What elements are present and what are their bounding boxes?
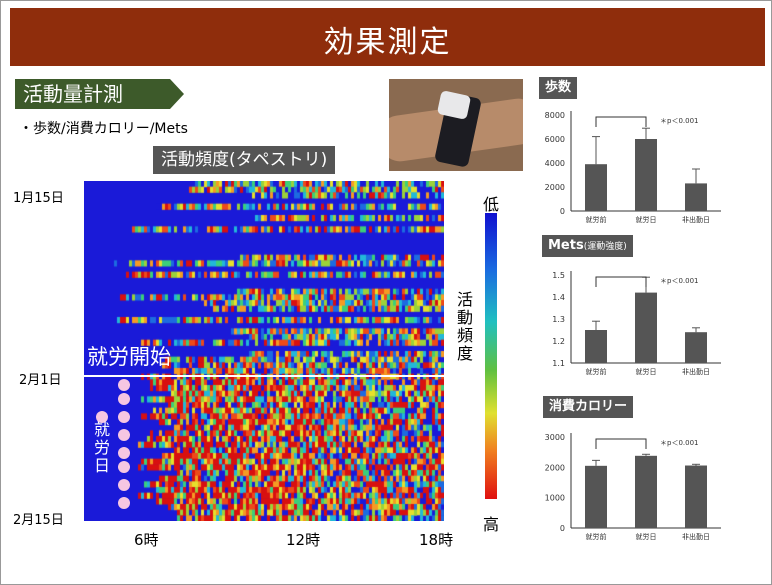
tick-label: 4000 <box>545 159 565 168</box>
y-label-feb1: 2月1日 <box>19 373 62 388</box>
start-divider <box>84 375 444 377</box>
tick-label: 1.2 <box>552 337 565 346</box>
steps-chart-title: 歩数 <box>539 77 578 99</box>
significance-bracket <box>595 276 647 287</box>
legend-low: 低 <box>483 195 500 214</box>
category-label: 非出勤日 <box>682 367 710 376</box>
slide-title: 効果測定 <box>323 25 452 60</box>
category-label: 就労日 <box>636 367 657 376</box>
bar <box>635 139 657 211</box>
bar <box>685 183 707 211</box>
work-day-marker <box>118 379 130 391</box>
work-day-marker <box>118 447 130 459</box>
work-day-marker <box>118 479 130 491</box>
tick-label: 1.4 <box>552 293 565 302</box>
category-label: 就労日 <box>636 215 657 224</box>
tick-label: 1000 <box>545 494 565 503</box>
tick-label: 1.3 <box>552 315 565 324</box>
tick-label: 2000 <box>545 463 565 472</box>
category-label: 就労前 <box>586 367 607 376</box>
calorie-bar-chart: 0 1000 2000 3000 就労前 就労日 非出勤日 ＊p＜0.001 <box>545 433 721 541</box>
work-start-label: 就労開始 <box>87 345 171 369</box>
work-day-marker <box>118 497 130 509</box>
tick-label: 6000 <box>545 135 565 144</box>
tick-label: 2000 <box>545 183 565 192</box>
mets-chart-title: Mets(運動強度) <box>542 235 633 257</box>
tick-label: 1.5 <box>552 271 565 280</box>
bar <box>685 465 707 528</box>
category-label: 就労前 <box>586 532 607 541</box>
significance-bracket <box>595 116 647 127</box>
category-label: 非出勤日 <box>682 215 710 224</box>
wristband-photo <box>389 79 523 171</box>
section-tag: 活動量計測 <box>15 79 184 109</box>
significance-bracket <box>595 438 647 449</box>
work-day-legend-dot <box>96 411 108 423</box>
work-day-marker <box>118 429 130 441</box>
mets-bar-chart: 1.1 1.2 1.3 1.4 1.5 就労前 就労日 非出勤日 ＊p＜0.001 <box>552 271 721 376</box>
x-label-18: 18時 <box>419 531 454 549</box>
work-day-marker <box>118 461 130 473</box>
x-label-6: 6時 <box>134 531 159 549</box>
bar <box>585 330 607 363</box>
bar <box>585 465 607 528</box>
x-label-12: 12時 <box>286 531 321 549</box>
legend-high: 高 <box>483 515 500 534</box>
significance-label: ＊p＜0.001 <box>660 277 698 285</box>
bar <box>635 292 657 363</box>
category-label: 就労日 <box>636 532 657 541</box>
activity-heatmap <box>84 181 444 521</box>
legend-title: 活動頻度 <box>456 290 473 363</box>
tick-label: 3000 <box>545 433 565 442</box>
title-bar: 効果測定 <box>10 8 765 66</box>
significance-label: ＊p＜0.001 <box>660 439 698 447</box>
bar <box>685 332 707 363</box>
bar <box>635 455 657 528</box>
tick-label: 0 <box>560 207 565 216</box>
work-day-marker <box>118 411 130 423</box>
work-day-label: 就労日 <box>93 420 110 475</box>
tick-label: 0 <box>560 524 565 533</box>
category-label: 就労前 <box>586 215 607 224</box>
y-label-jan15: 1月15日 <box>13 191 64 206</box>
bar <box>585 164 607 211</box>
steps-bar-chart: 0 2000 4000 6000 8000 就労前 就労日 非出勤日 ＊p＜0.001 <box>545 111 721 224</box>
tapestry-title: 活動頻度(タペストリ) <box>153 146 336 174</box>
y-label-feb15: 2月15日 <box>13 513 64 528</box>
measure-items: ・歩数/消費カロリー/Mets <box>19 121 188 137</box>
tick-label: 8000 <box>545 111 565 120</box>
calorie-chart-title: 消費カロリー <box>543 396 634 418</box>
category-label: 非出勤日 <box>682 532 710 541</box>
tick-label: 1.1 <box>552 359 565 368</box>
significance-label: ＊p＜0.001 <box>660 117 698 125</box>
color-scale <box>485 213 497 499</box>
work-day-marker <box>118 393 130 405</box>
